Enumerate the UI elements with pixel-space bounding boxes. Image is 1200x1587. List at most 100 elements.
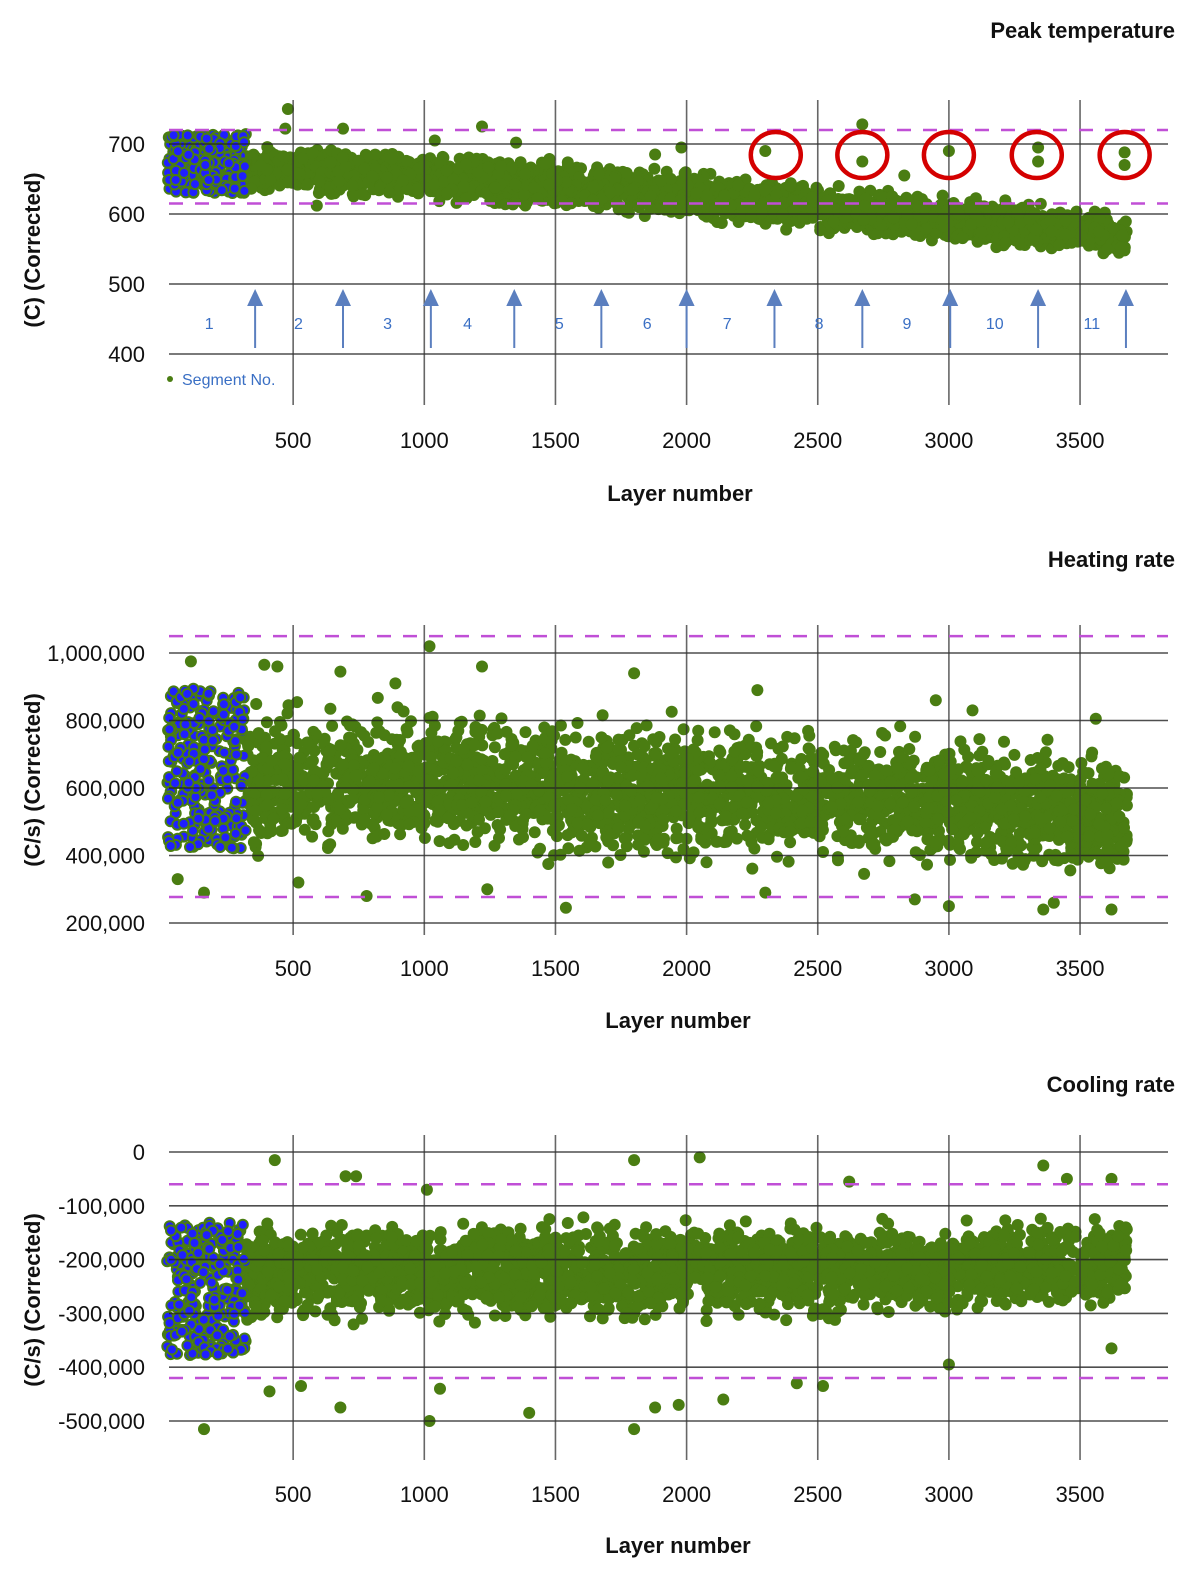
data-point [937, 214, 949, 226]
legend-marker [167, 376, 173, 382]
data-point-segment1 [183, 150, 193, 160]
segment-arrow-head [593, 289, 609, 306]
data-point [1066, 848, 1078, 860]
data-point [429, 815, 441, 827]
data-point [957, 232, 969, 244]
segment-arrow-head [942, 289, 958, 306]
data-point [858, 214, 870, 226]
y-tick-label: 400 [108, 342, 145, 367]
data-point [600, 831, 612, 843]
data-point [428, 179, 440, 191]
data-point [965, 218, 977, 230]
data-point [378, 828, 390, 840]
data-point [910, 846, 922, 858]
data-point [725, 770, 737, 782]
data-point [394, 828, 406, 840]
data-point [982, 755, 994, 767]
data-point [955, 735, 967, 747]
data-point [492, 728, 504, 740]
data-point [307, 147, 319, 159]
data-point [1083, 830, 1095, 842]
data-point-outlier [282, 103, 294, 115]
data-point [359, 813, 371, 825]
data-point [750, 720, 762, 732]
data-point [805, 752, 817, 764]
segment-label: 6 [643, 316, 652, 333]
data-point [366, 170, 378, 182]
segment-label: 8 [815, 316, 824, 333]
data-point [277, 150, 289, 162]
data-point [562, 156, 574, 168]
segment-label: 3 [383, 316, 392, 333]
segment-arrow-head [1118, 289, 1134, 306]
segment-label: 1 [205, 316, 214, 333]
segment-arrow-head [247, 289, 263, 306]
data-point [713, 769, 725, 781]
data-point [322, 825, 334, 837]
data-point [1032, 752, 1044, 764]
peak-temperature-chart: Peak temperature Layer number (C) (Corre… [20, 18, 1175, 506]
segment-arrow-head [335, 289, 351, 306]
data-point [655, 175, 667, 187]
data-point-segment1 [240, 161, 250, 171]
data-point [838, 757, 850, 769]
data-point [906, 218, 918, 230]
data-point-segment1 [169, 130, 179, 140]
data-point-outlier [279, 123, 291, 135]
data-point [725, 199, 737, 211]
y-tick-label: 500 [108, 272, 145, 297]
data-point [680, 166, 692, 178]
data-point [864, 826, 876, 838]
segment-arrow-head [423, 289, 439, 306]
data-point-outlier [898, 170, 910, 182]
data-point [783, 856, 795, 868]
data-point [1046, 226, 1058, 238]
data-point [1114, 770, 1126, 782]
data-point [261, 716, 273, 728]
y-tick-label: 700 [108, 132, 145, 157]
data-point [768, 760, 780, 772]
heating-rate-chart: Heating rate Layer number (C/s) (Correct… [20, 547, 1175, 1033]
data-point [1076, 230, 1088, 242]
data-point [441, 164, 453, 176]
data-point [1044, 779, 1056, 791]
data-points [163, 103, 1133, 259]
data-point-outlier [759, 145, 771, 157]
data-point-segment1 [190, 179, 200, 189]
segment-arrow-head [854, 289, 870, 306]
data-point [325, 156, 337, 168]
data-point-outlier [833, 180, 845, 192]
data-point [850, 736, 862, 748]
segment-label: 2 [294, 316, 303, 333]
highlight-circle [751, 132, 801, 178]
data-point [509, 178, 521, 190]
segment-arrow-head [766, 289, 782, 306]
y-tick-label: 600 [108, 202, 145, 227]
data-point [397, 175, 409, 187]
data-point [458, 181, 470, 193]
data-point-outlier [1032, 156, 1044, 168]
data-point [570, 732, 582, 744]
data-point [519, 200, 531, 212]
x-tick-label: 1000 [400, 428, 449, 453]
data-point [806, 191, 818, 203]
data-point [461, 820, 473, 832]
x-tick-label: 3000 [924, 428, 973, 453]
data-point [348, 190, 360, 202]
data-point [611, 789, 623, 801]
data-point [469, 836, 481, 848]
data-point [701, 190, 713, 202]
data-point [1101, 243, 1113, 255]
x-tick-label: 2000 [662, 428, 711, 453]
data-point [1116, 229, 1128, 241]
data-point-segment1 [200, 160, 210, 170]
data-point [763, 833, 775, 845]
data-point [326, 720, 338, 732]
segment-label: 10 [986, 316, 1004, 333]
segment-arrow-head [1030, 289, 1046, 306]
data-point [527, 740, 539, 752]
segment-arrow-head [679, 289, 695, 306]
segment-label: 4 [463, 316, 472, 333]
data-point [486, 755, 498, 767]
